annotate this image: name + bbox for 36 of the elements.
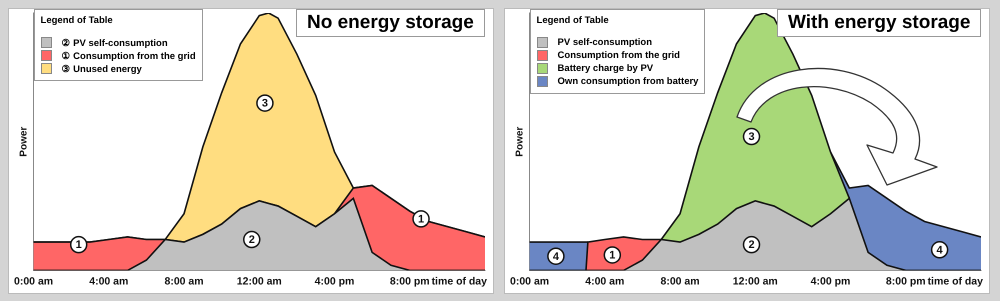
annotation: 1	[418, 213, 424, 226]
x-tick-label: 12:00 am	[236, 276, 282, 288]
legend-label: Battery charge by PV	[558, 63, 654, 74]
legend-title: Legend of Table	[536, 15, 610, 26]
annotation: 2	[748, 239, 755, 252]
y-axis-title: Power	[514, 126, 526, 157]
legend-label: ① Consumption from the grid	[62, 50, 196, 62]
x-tick-label: 8:00 pm	[886, 276, 926, 288]
chart-title: No energy storage	[296, 9, 485, 37]
legend-label: Consumption from the grid	[558, 50, 680, 61]
x-tick-label: 12:00 am	[732, 276, 778, 288]
x-tick-label: 0:00 am	[14, 276, 54, 288]
x-tick-label: 0:00 am	[510, 276, 550, 288]
legend-title: Legend of Table	[40, 15, 114, 26]
annotation: 1	[76, 239, 82, 252]
x-tick-label: 4:00 am	[89, 276, 128, 288]
x-tick-label: 8:00 pm	[390, 276, 430, 288]
annotation: 4	[936, 244, 944, 256]
legend-label: PV self-consumption	[558, 37, 652, 48]
chart-title: With energy storage	[777, 9, 982, 37]
annotation: 4	[552, 250, 560, 263]
y-axis-title: Power	[18, 126, 30, 157]
legend-label: Own consumption from battery	[558, 76, 698, 87]
x-axis-title: time of day	[928, 275, 984, 288]
legend-label: ② PV self-consumption	[62, 36, 168, 48]
x-tick-label: 4:00 pm	[810, 276, 850, 288]
x-axis-title: time of day	[432, 275, 488, 288]
annotation: 3	[262, 98, 268, 110]
annotation: 3	[748, 131, 755, 144]
x-tick-label: 8:00 am	[660, 276, 700, 288]
x-tick-label: 4:00 pm	[314, 276, 354, 288]
x-tick-label: 8:00 am	[164, 276, 204, 288]
annotation: 2	[248, 234, 255, 246]
legend-label: ③ Unused energy	[62, 62, 142, 74]
x-tick-label: 4:00 am	[585, 276, 624, 288]
annotation: 1	[609, 249, 616, 262]
